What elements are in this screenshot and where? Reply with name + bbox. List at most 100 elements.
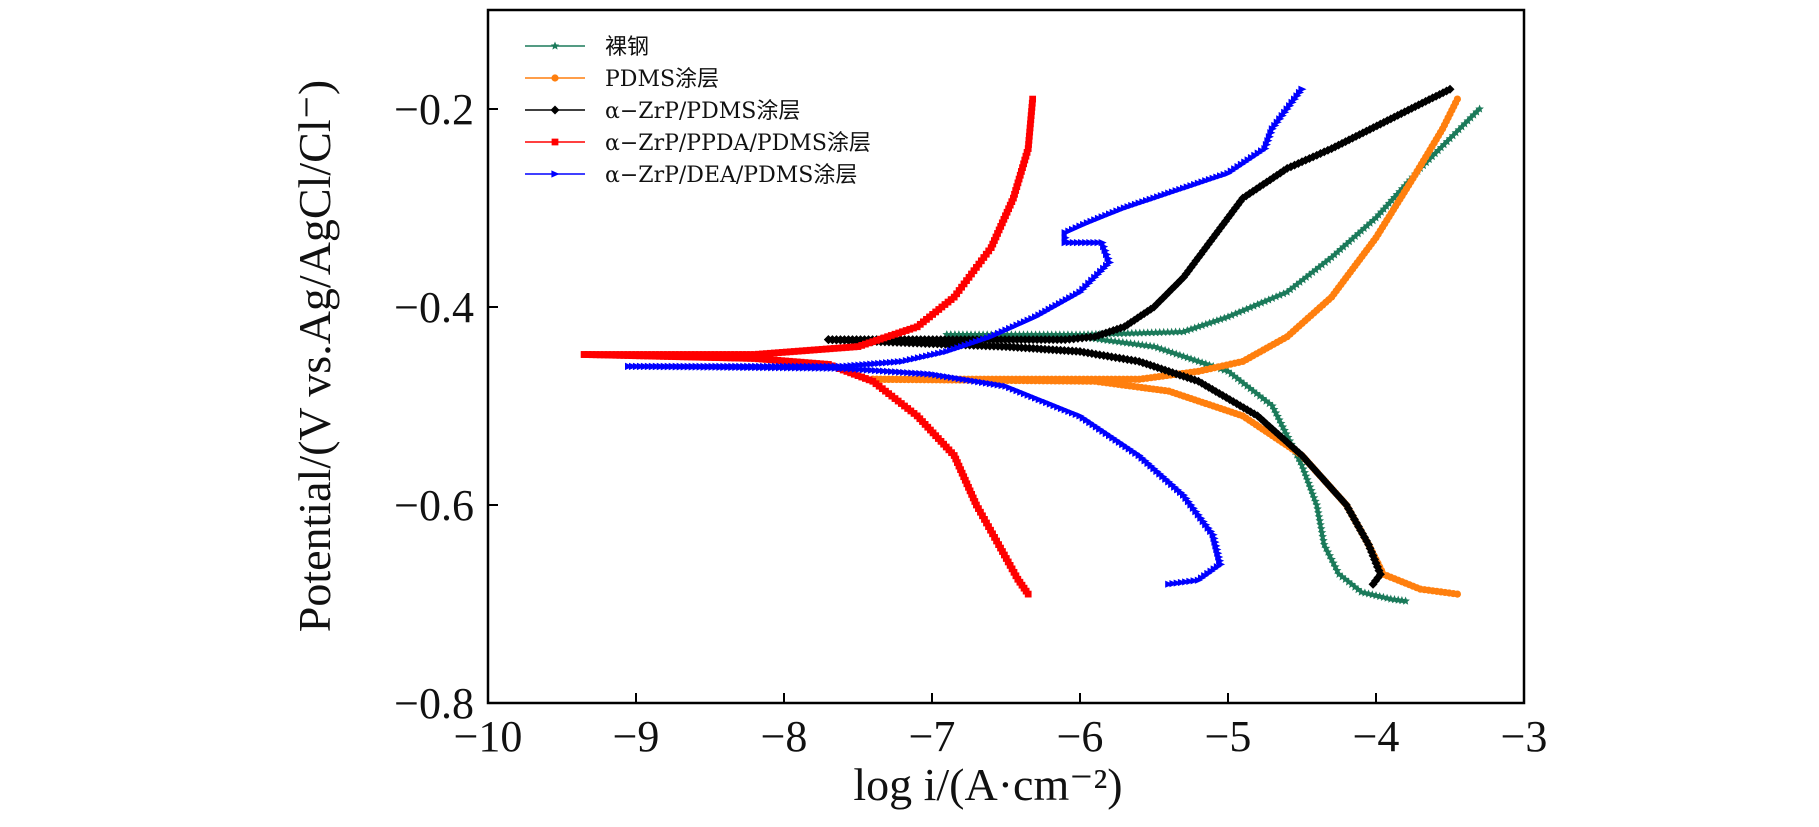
data-point (1223, 366, 1233, 375)
data-point (862, 340, 869, 348)
data-point (942, 330, 952, 339)
data-point (1169, 580, 1178, 588)
data-point (1231, 309, 1240, 318)
data-point (1186, 324, 1196, 333)
data-point (1339, 242, 1348, 251)
data-point (987, 244, 995, 251)
data-point (1197, 358, 1207, 367)
data-point (1286, 102, 1295, 110)
legend-label: α−ZrP/PPDA/PDMS涂层 (605, 131, 871, 156)
data-point (1026, 124, 1034, 132)
data-point (846, 343, 854, 351)
data-point (1027, 120, 1034, 128)
data-point (990, 237, 998, 244)
data-point (1101, 246, 1110, 255)
data-point (588, 351, 596, 359)
data-point (1025, 136, 1033, 144)
data-point (1351, 231, 1360, 240)
data-point (1202, 521, 1211, 529)
data-point (1205, 360, 1214, 369)
data-point (778, 357, 786, 365)
data-point (1253, 300, 1262, 309)
data-point (1016, 171, 1024, 179)
data-point (960, 473, 968, 481)
data-point (1249, 301, 1259, 310)
data-point (1439, 140, 1449, 149)
data-point (699, 353, 707, 361)
data-point (1453, 590, 1461, 598)
data-point (715, 354, 723, 362)
data-point (858, 341, 866, 349)
data-point (1226, 369, 1236, 378)
data-point (1149, 342, 1159, 351)
data-point (1257, 298, 1266, 307)
data-point (1157, 344, 1166, 353)
data-point (1387, 195, 1396, 205)
data-point (1425, 155, 1434, 164)
data-point (1015, 175, 1023, 183)
data-point (975, 505, 982, 512)
data-point (1334, 569, 1344, 578)
data-point (989, 530, 996, 538)
data-point (1436, 143, 1446, 152)
data-point (854, 372, 862, 380)
data-point (679, 353, 687, 361)
data-point (1242, 304, 1251, 313)
data-point (789, 358, 797, 365)
legend-label: 裸钢 (605, 35, 649, 60)
data-point (612, 351, 620, 359)
data-point (1199, 517, 1208, 526)
data-point (854, 343, 862, 350)
data-point (1445, 134, 1455, 143)
legend-item: 裸钢 (525, 35, 649, 60)
data-point (1368, 216, 1378, 225)
data-point (1271, 408, 1281, 417)
data-point (979, 512, 986, 520)
data-point (1004, 558, 1012, 566)
data-point (1295, 88, 1305, 97)
data-point (810, 346, 818, 354)
x-tick-label: −7 (909, 712, 956, 761)
data-point (1318, 532, 1327, 541)
data-point (1207, 527, 1216, 535)
data-point (1061, 239, 1070, 247)
data-point (1179, 327, 1188, 336)
data-point (1330, 250, 1339, 259)
x-axis-title: log i/(A·cm⁻²) (853, 759, 1122, 810)
data-point (1010, 194, 1017, 202)
data-point (1194, 322, 1203, 331)
data-point (1271, 121, 1280, 130)
data-point (1356, 226, 1366, 235)
data-point (973, 501, 980, 509)
data-point (991, 534, 998, 541)
data-point (1317, 528, 1327, 537)
data-point (876, 335, 884, 343)
data-point (1190, 355, 1199, 364)
data-point (1010, 568, 1018, 576)
data-point (1283, 105, 1292, 113)
data-point (809, 359, 817, 367)
data-point (797, 358, 805, 366)
data-point (1359, 224, 1369, 233)
data-point (770, 349, 778, 357)
data-point (1327, 253, 1336, 262)
data-point (782, 348, 790, 356)
data-point (843, 368, 851, 375)
data-point (707, 354, 715, 361)
data-point (754, 355, 762, 363)
series-5 (625, 85, 1307, 588)
data-point (743, 354, 750, 362)
data-point (850, 343, 858, 351)
data-point (671, 353, 679, 361)
data-point (805, 359, 813, 367)
data-point (998, 219, 1006, 227)
data-point (774, 356, 782, 364)
data-point (1168, 348, 1177, 357)
data-point (711, 354, 719, 361)
data-point (1390, 193, 1399, 202)
data-point (1321, 257, 1330, 267)
data-point (983, 519, 990, 527)
data-point (1183, 353, 1192, 362)
data-point (1065, 239, 1074, 247)
data-point (1000, 551, 1008, 559)
